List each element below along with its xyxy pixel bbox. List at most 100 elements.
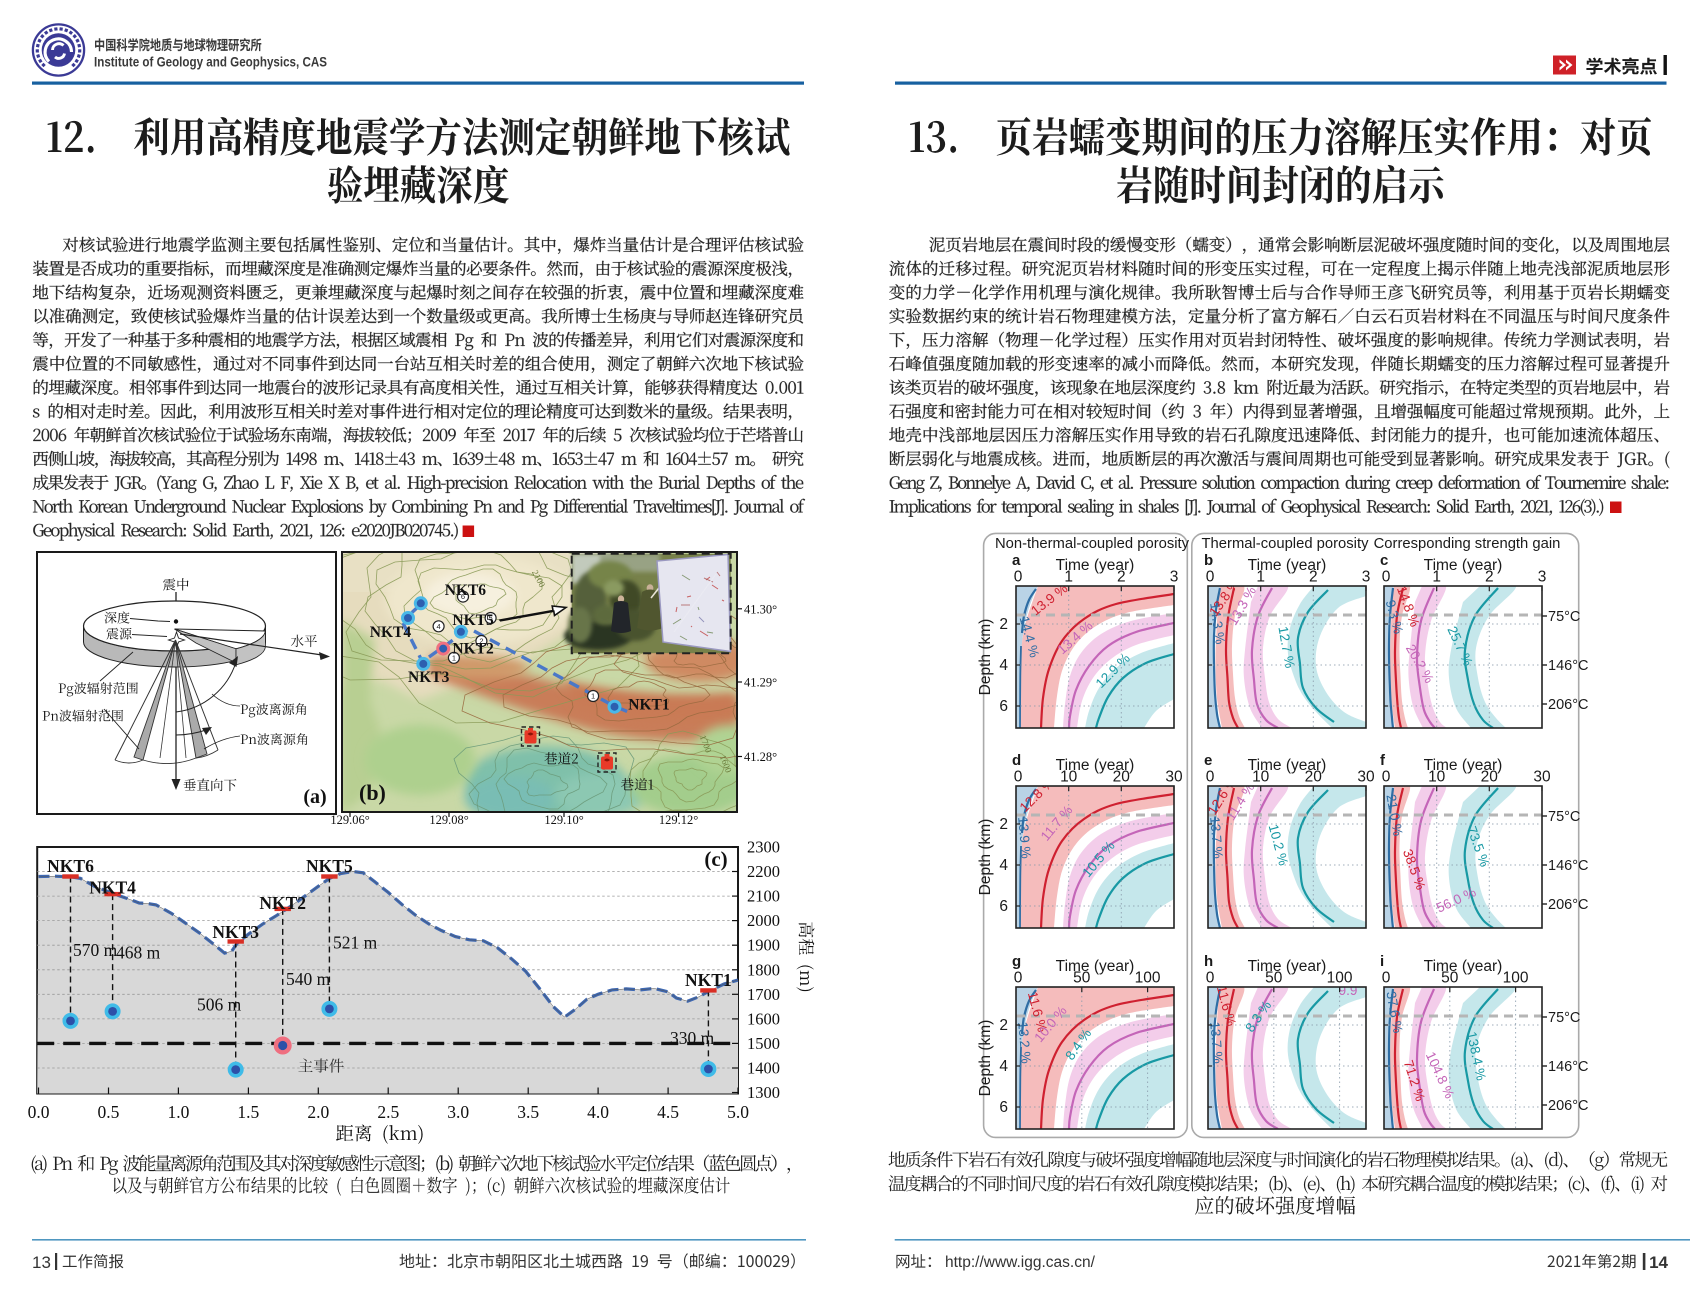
svg-text:30: 30 (1357, 769, 1375, 786)
svg-text:0: 0 (1014, 970, 1023, 987)
svg-text:(c): (c) (704, 847, 727, 871)
svg-text:3: 3 (1362, 569, 1371, 586)
svg-text:g: g (1012, 953, 1021, 970)
svg-text:206°C: 206°C (1548, 897, 1588, 913)
svg-text:1700: 1700 (747, 985, 780, 1004)
svg-text:NKT2: NKT2 (452, 641, 494, 658)
svg-text:37.6 %: 37.6 % (1383, 990, 1405, 1034)
svg-text:0: 0 (1382, 970, 1391, 987)
svg-text:10: 10 (1428, 769, 1446, 786)
svg-text:Time (year): Time (year) (1056, 557, 1135, 574)
svg-text:1: 1 (1256, 569, 1265, 586)
svg-text:NKT2: NKT2 (259, 893, 306, 913)
svg-text:0: 0 (1382, 769, 1391, 786)
svg-text:NKT1: NKT1 (628, 697, 669, 714)
svg-text:9.3 %: 9.3 % (1383, 598, 1406, 635)
svg-text:20: 20 (1305, 769, 1323, 786)
svg-text:129.08°: 129.08° (429, 813, 468, 827)
svg-text:12.7 %: 12.7 % (1275, 625, 1297, 669)
svg-text:540 m: 540 m (286, 969, 331, 989)
svg-text:4.0: 4.0 (587, 1102, 609, 1122)
svg-text:Time (year): Time (year) (1424, 557, 1503, 574)
svg-text:NKT5: NKT5 (452, 612, 494, 629)
svg-text:(b): (b) (359, 780, 386, 805)
svg-text:50: 50 (1073, 970, 1091, 987)
svg-text:2: 2 (1485, 569, 1494, 586)
svg-text:3.0: 3.0 (447, 1102, 469, 1122)
svg-text:1300: 1300 (747, 1083, 780, 1102)
svg-text:Time (year): Time (year) (1248, 958, 1327, 975)
svg-text:1600: 1600 (747, 1009, 780, 1028)
svg-text:4.5: 4.5 (657, 1102, 679, 1122)
svg-text:4: 4 (999, 857, 1008, 874)
svg-text:13.9 %: 13.9 % (1015, 816, 1034, 859)
svg-text:5: 5 (489, 614, 493, 623)
svg-text:NKT1: NKT1 (685, 970, 732, 990)
svg-text:4: 4 (437, 622, 441, 631)
svg-text:2: 2 (1309, 569, 1318, 586)
svg-text:http://www.igg.cas.cn/: http://www.igg.cas.cn/ (945, 1254, 1096, 1271)
svg-text:521 m: 521 m (333, 933, 378, 953)
svg-text:(a): (a) (303, 786, 326, 808)
svg-text:2.0: 2.0 (307, 1102, 329, 1122)
svg-text:0.5: 0.5 (98, 1102, 120, 1122)
svg-text:75°C: 75°C (1548, 609, 1580, 625)
svg-text:3: 3 (1170, 569, 1179, 586)
svg-text:2000: 2000 (747, 911, 780, 930)
svg-text:30: 30 (1165, 769, 1183, 786)
svg-text:1400: 1400 (747, 1058, 780, 1077)
svg-text:NKT4: NKT4 (370, 624, 412, 641)
svg-text:h: h (1204, 953, 1213, 970)
svg-text:9.9: 9.9 (1339, 983, 1358, 998)
svg-text:1.5: 1.5 (237, 1102, 259, 1122)
svg-text:129.12°: 129.12° (659, 813, 698, 827)
svg-text:100: 100 (1503, 970, 1529, 987)
svg-text:2100: 2100 (747, 887, 780, 906)
svg-text:41.29°: 41.29° (744, 676, 777, 690)
svg-text:129.06°: 129.06° (330, 813, 369, 827)
svg-text:6: 6 (461, 592, 465, 601)
svg-text:2: 2 (999, 1017, 1008, 1034)
svg-text:Time (year): Time (year) (1248, 557, 1327, 574)
svg-text:Time (year): Time (year) (1424, 757, 1503, 774)
svg-text:468 m: 468 m (116, 943, 161, 963)
svg-text:Time (year): Time (year) (1056, 757, 1135, 774)
svg-text:6: 6 (999, 698, 1008, 715)
svg-text:3: 3 (1538, 569, 1547, 586)
svg-text:206°C: 206°C (1548, 1098, 1588, 1114)
svg-text:1900: 1900 (747, 936, 780, 955)
svg-text:206°C: 206°C (1548, 697, 1588, 713)
svg-text:14.3 %: 14.3 % (1207, 602, 1228, 646)
svg-text:506 m: 506 m (197, 995, 242, 1015)
svg-text:Depth (km): Depth (km) (977, 819, 994, 896)
svg-text:0.0: 0.0 (28, 1102, 50, 1122)
svg-text:14: 14 (1649, 1253, 1668, 1272)
svg-text:10: 10 (1060, 769, 1078, 786)
svg-text:5.0: 5.0 (727, 1102, 749, 1122)
svg-text:146°C: 146°C (1548, 858, 1588, 874)
svg-text:2: 2 (999, 616, 1008, 633)
svg-text:0: 0 (1382, 569, 1391, 586)
svg-text:Time (year): Time (year) (1248, 757, 1327, 774)
svg-text:13: 13 (32, 1253, 51, 1272)
svg-text:NKT6: NKT6 (445, 582, 487, 599)
svg-text:NKT6: NKT6 (47, 856, 94, 876)
svg-text:1: 1 (452, 653, 456, 662)
svg-text:i: i (1380, 953, 1384, 970)
svg-text:1500: 1500 (747, 1034, 780, 1053)
svg-text:2200: 2200 (747, 862, 780, 881)
svg-text:2: 2 (1117, 569, 1126, 586)
svg-text:100: 100 (1135, 970, 1161, 987)
svg-text:10: 10 (1252, 769, 1270, 786)
svg-text:a: a (1012, 552, 1021, 569)
svg-text:146°C: 146°C (1548, 1059, 1588, 1075)
svg-text:100: 100 (1327, 970, 1353, 987)
svg-text:0: 0 (1206, 569, 1215, 586)
svg-text:Time (year): Time (year) (1424, 958, 1503, 975)
svg-text:c: c (1380, 552, 1388, 569)
svg-text:Corresponding strength gain: Corresponding strength gain (1374, 536, 1561, 552)
svg-text:1: 1 (1064, 569, 1073, 586)
svg-text:4: 4 (999, 1058, 1008, 1075)
svg-text:NKT3: NKT3 (408, 669, 450, 686)
svg-text:1.0: 1.0 (167, 1102, 189, 1122)
